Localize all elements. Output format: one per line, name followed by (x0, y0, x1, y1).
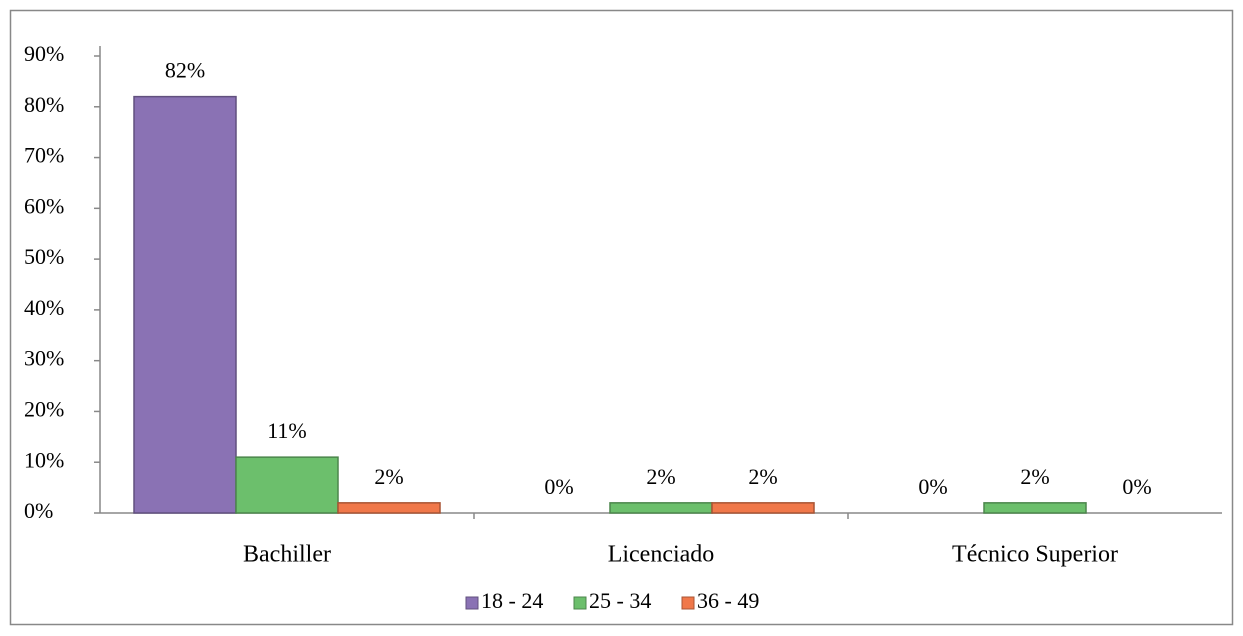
y-tick-label: 30% (24, 346, 64, 371)
value-label: 2% (646, 464, 675, 489)
y-tick-label: 0% (24, 498, 53, 523)
value-label: 2% (374, 464, 403, 489)
y-tick-label: 90% (24, 41, 64, 66)
y-tick-label: 60% (24, 193, 64, 218)
legend-label: 36 - 49 (697, 588, 759, 613)
value-label: 0% (918, 474, 947, 499)
bar (609, 502, 713, 514)
bar (337, 502, 441, 514)
legend-label: 18 - 24 (481, 588, 543, 613)
legend-swatch (681, 596, 695, 610)
legend-swatch (573, 596, 587, 610)
value-label: 82% (165, 58, 205, 83)
legend-swatch (465, 596, 479, 610)
value-label: 0% (544, 474, 573, 499)
bar (133, 95, 237, 514)
value-label: 2% (1020, 464, 1049, 489)
x-tick-label: Licenciado (608, 542, 715, 568)
y-tick-label: 40% (24, 295, 64, 320)
x-tick-label: Bachiller (243, 542, 331, 568)
value-label: 0% (1122, 474, 1151, 499)
bar (983, 502, 1087, 514)
x-tick-label: Técnico Superior (952, 542, 1118, 568)
y-tick-label: 20% (24, 396, 64, 421)
y-tick-label: 70% (24, 143, 64, 168)
y-tick-label: 10% (24, 447, 64, 472)
y-tick-label: 50% (24, 244, 64, 269)
bar (235, 456, 339, 514)
value-label: 2% (748, 464, 777, 489)
bar (711, 502, 815, 514)
y-tick-label: 80% (24, 92, 64, 117)
value-label: 11% (267, 418, 307, 443)
legend-label: 25 - 34 (589, 588, 651, 613)
